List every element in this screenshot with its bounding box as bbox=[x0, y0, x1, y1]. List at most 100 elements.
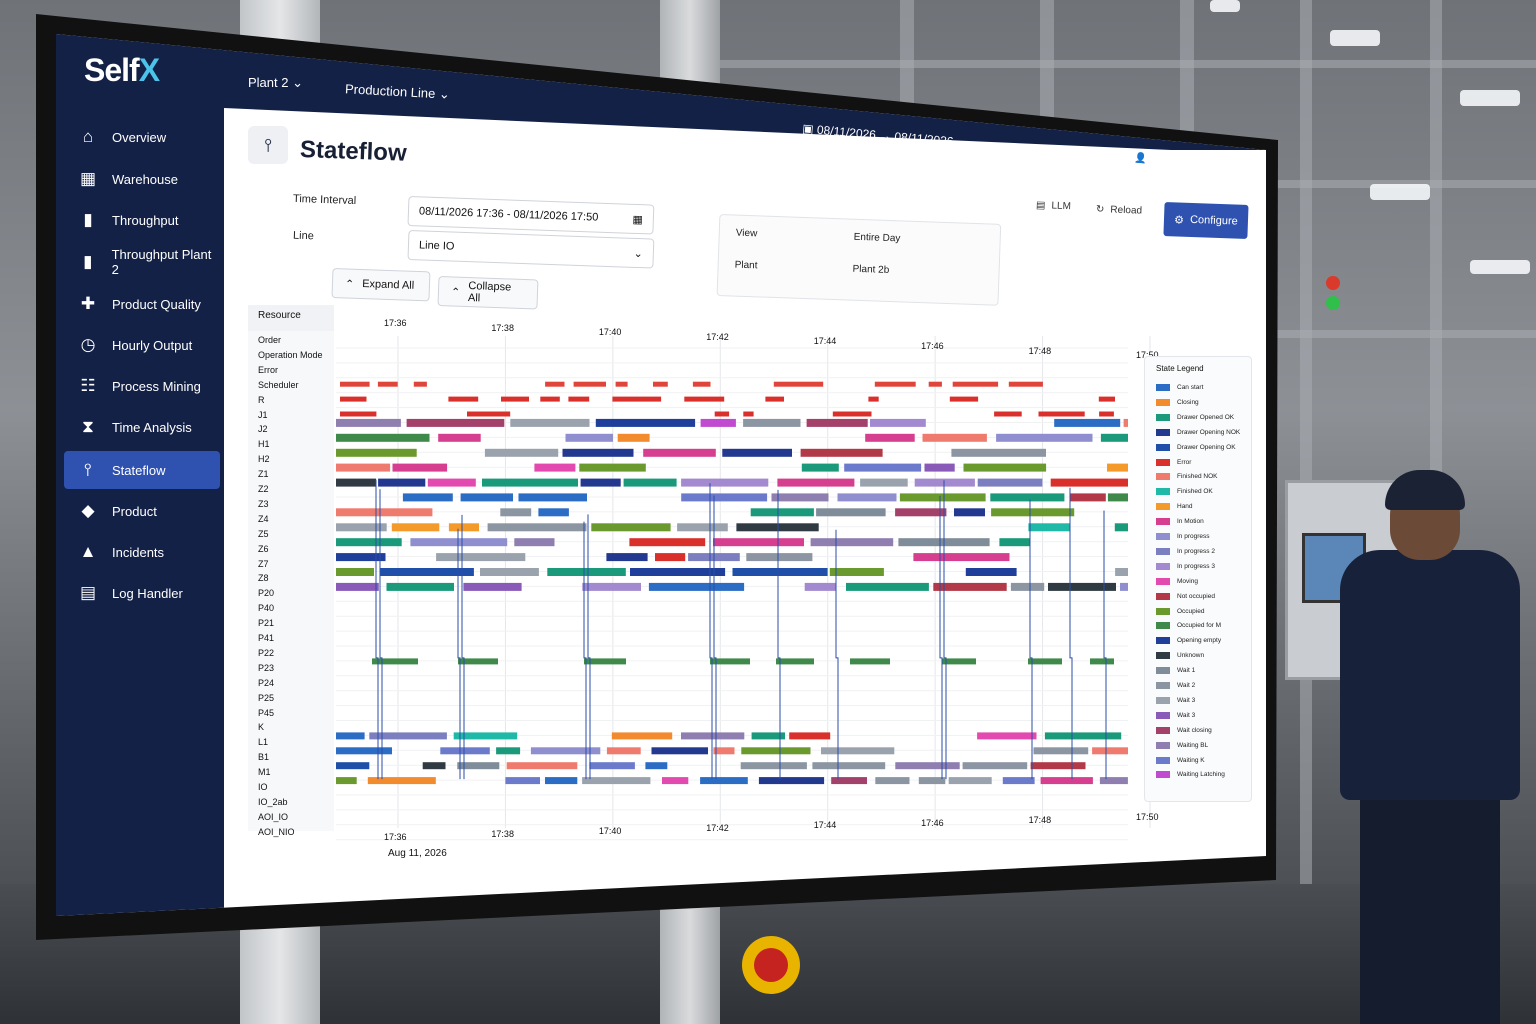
state-bar bbox=[812, 762, 886, 770]
state-bar bbox=[771, 493, 829, 502]
brand-logo[interactable]: SelfX bbox=[84, 52, 160, 88]
legend-title: State Legend bbox=[1156, 364, 1204, 373]
resource-label: P21 bbox=[258, 618, 275, 629]
legend-swatch bbox=[1156, 711, 1170, 719]
state-bar bbox=[1107, 463, 1128, 472]
emergency-stop-button bbox=[742, 936, 800, 994]
sidebar-item-process-mining[interactable]: ☷ Process Mining bbox=[64, 367, 220, 405]
state-bar bbox=[918, 777, 946, 785]
sidebar-item-product-quality[interactable]: ✚ Product Quality bbox=[64, 285, 220, 323]
state-bar bbox=[713, 538, 804, 547]
flow-connector bbox=[709, 483, 713, 780]
state-bar bbox=[928, 381, 942, 387]
legend-swatch bbox=[1156, 518, 1170, 526]
state-bar bbox=[1099, 777, 1128, 785]
state-bar bbox=[496, 747, 521, 755]
resource-label: IO_2ab bbox=[258, 796, 288, 807]
state-bar bbox=[630, 568, 726, 576]
state-bar bbox=[865, 433, 915, 442]
bar-chart-icon: ▮ bbox=[83, 210, 93, 229]
flow-connector bbox=[943, 480, 947, 780]
state-bar bbox=[336, 582, 379, 591]
legend-item: Unknown bbox=[1156, 652, 1204, 660]
sidebar-item-time-analysis[interactable]: ⧗ Time Analysis bbox=[64, 408, 220, 446]
state-bar bbox=[540, 396, 560, 402]
resource-label: P41 bbox=[258, 633, 275, 643]
state-bar bbox=[1123, 418, 1128, 427]
legend-swatch bbox=[1156, 622, 1170, 630]
resource-label: L1 bbox=[258, 737, 269, 748]
legend-label: Wait 3 bbox=[1177, 711, 1196, 719]
sidebar-item-hourly-output[interactable]: ◷ Hourly Output bbox=[64, 326, 220, 364]
state-bar bbox=[1030, 762, 1086, 770]
flow-connector bbox=[379, 489, 383, 780]
state-bar bbox=[530, 747, 601, 755]
state-bar bbox=[860, 478, 908, 487]
state-bar bbox=[402, 493, 453, 502]
state-bar bbox=[942, 658, 976, 665]
sidebar-item-throughput-plant-2[interactable]: ▮ Throughput Plant 2 bbox=[64, 243, 220, 281]
state-bar bbox=[684, 396, 725, 402]
resource-label: Z7 bbox=[258, 558, 269, 569]
state-bar bbox=[501, 396, 529, 402]
state-bar bbox=[777, 478, 855, 487]
legend-label: In progress bbox=[1177, 533, 1210, 540]
traffic-light-green bbox=[1326, 296, 1340, 310]
x-tick-top: 17:44 bbox=[813, 336, 837, 347]
state-bar bbox=[463, 582, 522, 591]
state-bar bbox=[611, 732, 673, 740]
state-bar bbox=[991, 508, 1075, 517]
sidebar-item-overview[interactable]: ⌂ Overview bbox=[64, 118, 220, 156]
state-bar bbox=[996, 433, 1093, 442]
state-bar bbox=[1028, 658, 1062, 665]
resource-label: P23 bbox=[258, 662, 275, 673]
legend-item: Drawer Opening OK bbox=[1156, 443, 1236, 451]
legend-label: Finished NOK bbox=[1177, 473, 1218, 481]
state-bar bbox=[963, 463, 1047, 472]
state-bar bbox=[480, 568, 539, 576]
state-bar bbox=[538, 508, 569, 517]
sidebar-item-incidents[interactable]: ▲ Incidents bbox=[79, 542, 165, 561]
sidebar-item-warehouse[interactable]: ▦ Warehouse bbox=[79, 169, 178, 188]
warning-icon: ▲ bbox=[79, 542, 97, 561]
state-bar bbox=[1120, 582, 1128, 591]
state-bar bbox=[372, 658, 418, 665]
x-tick-bottom: 17:38 bbox=[491, 829, 514, 840]
legend-label: Occupied for M bbox=[1177, 622, 1222, 630]
state-bar bbox=[743, 411, 754, 417]
state-bar bbox=[340, 396, 367, 402]
sidebar-item-stateflow[interactable]: ⫯ Stateflow bbox=[64, 451, 220, 489]
flow-connector bbox=[375, 479, 379, 780]
flow-connector bbox=[461, 514, 465, 780]
screen: SelfX Plant 2 ⌄ Production Line ⌄ ▣ 08/1… bbox=[56, 34, 1266, 916]
state-bar bbox=[582, 582, 641, 591]
traffic-light-red bbox=[1326, 276, 1340, 290]
legend-label: Wait 3 bbox=[1177, 696, 1196, 704]
x-tick-top: 17:36 bbox=[384, 318, 407, 328]
x-tick-top: 17:50 bbox=[1136, 350, 1159, 360]
state-bar bbox=[743, 418, 801, 427]
sidebar-item-log-handler[interactable]: ▤ Log Handler bbox=[79, 583, 183, 602]
legend-item: Moving bbox=[1156, 577, 1198, 585]
stateflow-icon: ⫯ bbox=[248, 126, 288, 164]
state-bar bbox=[617, 433, 650, 442]
sidebar-item-throughput[interactable]: ▮ Throughput bbox=[64, 201, 220, 239]
state-bar bbox=[510, 418, 590, 427]
state-bar bbox=[467, 411, 511, 417]
state-bar bbox=[336, 777, 357, 785]
legend-item: Waiting Latching bbox=[1156, 771, 1225, 779]
state-bar bbox=[895, 508, 947, 517]
state-bar bbox=[1054, 418, 1121, 427]
legend-item: Closing bbox=[1156, 398, 1199, 406]
resource-label: H1 bbox=[258, 439, 270, 450]
resource-label: Scheduler bbox=[258, 379, 299, 390]
plant-selector[interactable]: Plant 2 ⌄ bbox=[248, 75, 303, 90]
state-bar bbox=[579, 463, 646, 472]
state-bar bbox=[751, 732, 785, 740]
resource-label: Operation Mode bbox=[258, 349, 323, 360]
x-tick-top: 17:46 bbox=[921, 341, 944, 351]
legend-swatch bbox=[1156, 562, 1170, 570]
sidebar-item-product[interactable]: ◆ Product bbox=[64, 492, 220, 530]
flow-connector bbox=[583, 521, 587, 780]
